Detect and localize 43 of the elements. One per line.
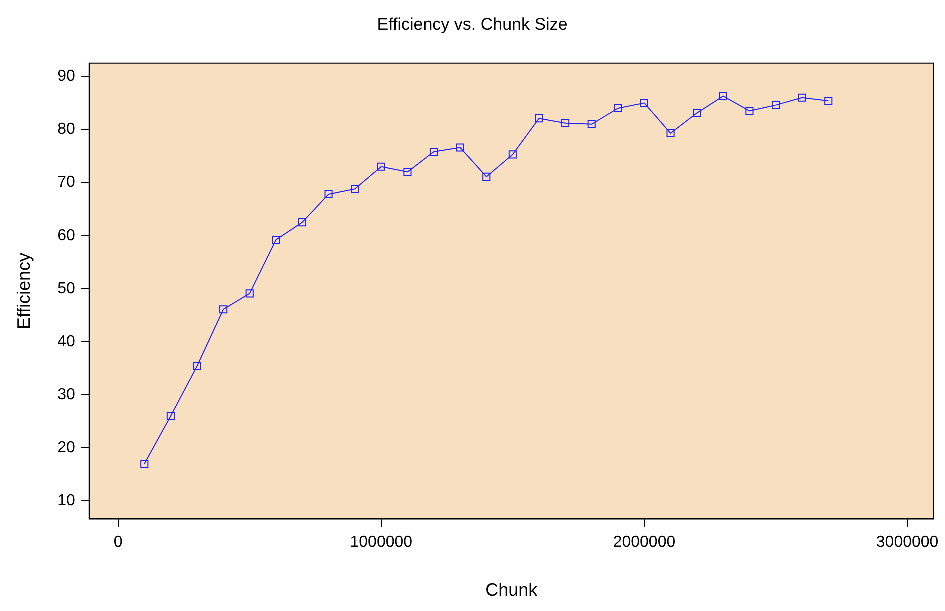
point [482,172,491,181]
point [719,92,728,100]
y-tick-label: 20 [58,440,76,457]
point [140,460,149,468]
point [614,104,622,113]
point [246,290,254,298]
point [508,150,517,159]
chart-title: Efficiency vs. Chunk Size [377,14,568,34]
point [693,109,702,118]
point [351,185,360,194]
x-tick-label: 3000000 [876,534,939,552]
point [298,218,307,227]
point [824,97,833,106]
point [272,236,280,244]
y-axis-title: Efficiency [14,252,34,330]
y-tick-label: 90 [58,68,76,86]
point [562,119,570,128]
x-axis-title: Chunk [486,580,539,600]
point [666,129,675,138]
y-tick-label: 40 [58,333,76,350]
point [193,362,202,370]
y-tick-label: 60 [58,227,76,244]
point [746,107,754,116]
point [404,168,412,176]
point [772,101,780,110]
y-tick-label: 50 [58,280,76,298]
x-tick-label: 0 [114,534,123,552]
point [324,190,333,198]
x-tick-label: 2000000 [613,534,676,552]
point [588,120,596,128]
point [377,162,386,171]
point [798,94,806,102]
point [220,306,228,314]
y-tick-label: 70 [58,174,76,192]
point [430,148,438,156]
y-tick-label: 30 [58,386,76,404]
x-tick-label: 1000000 [350,534,413,552]
point [535,114,544,123]
point [640,99,649,108]
y-tick-label: 10 [58,492,76,510]
point [166,412,175,420]
point [456,144,464,152]
y-tick-label: 80 [58,121,76,138]
